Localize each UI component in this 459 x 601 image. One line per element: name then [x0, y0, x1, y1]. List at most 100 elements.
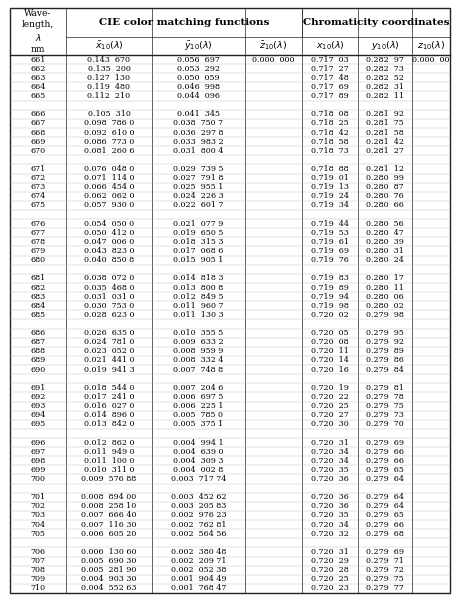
Text: 0.018  544 0: 0.018 544 0: [84, 384, 134, 392]
Text: 0.279  64: 0.279 64: [365, 475, 403, 483]
Text: 681: 681: [30, 275, 45, 282]
Text: 0.011  130 3: 0.011 130 3: [173, 311, 224, 319]
Text: 0.719  89: 0.719 89: [310, 284, 348, 291]
Text: 0.135  200: 0.135 200: [87, 65, 130, 73]
Text: 0.105  310: 0.105 310: [87, 110, 130, 118]
Text: 0.719  94: 0.719 94: [310, 293, 348, 300]
Text: 0.719  44: 0.719 44: [310, 220, 348, 228]
Text: 0.279  72: 0.279 72: [365, 566, 403, 574]
Text: 0.720  14: 0.720 14: [310, 356, 348, 364]
Text: 0.002  380 48: 0.002 380 48: [170, 548, 226, 556]
Text: 0.007  204 6: 0.007 204 6: [173, 384, 223, 392]
Text: 708: 708: [30, 566, 45, 574]
Text: 0.040  850 8: 0.040 850 8: [84, 256, 134, 264]
Text: 695: 695: [30, 420, 45, 429]
Text: 665: 665: [30, 92, 45, 100]
Text: 0.002  762 81: 0.002 762 81: [170, 520, 226, 529]
Text: 0.280  56: 0.280 56: [365, 220, 403, 228]
Text: 0.004  994 1: 0.004 994 1: [173, 439, 224, 447]
Text: 0.006  130 60: 0.006 130 60: [81, 548, 136, 556]
Text: $x_{10}(\lambda)$: $x_{10}(\lambda)$: [315, 40, 344, 52]
Text: 0.081  260 6: 0.081 260 6: [84, 147, 134, 154]
Text: 0.025  955 1: 0.025 955 1: [173, 183, 223, 191]
Text: 0.720  35: 0.720 35: [310, 511, 348, 519]
Text: 0.011  100 0: 0.011 100 0: [84, 457, 134, 465]
Text: 697: 697: [30, 448, 45, 456]
Text: 0.002  209 71: 0.002 209 71: [170, 557, 226, 565]
Text: 0.280  24: 0.280 24: [365, 256, 403, 264]
Text: 0.008  894 00: 0.008 894 00: [81, 493, 136, 501]
Text: $\bar{y}_{10}(\lambda)$: $\bar{y}_{10}(\lambda)$: [184, 40, 213, 52]
Text: 692: 692: [30, 393, 45, 401]
Text: 0.279  68: 0.279 68: [365, 529, 403, 538]
Text: 0.004  552 63: 0.004 552 63: [81, 584, 136, 593]
Text: 0.279  95: 0.279 95: [365, 329, 403, 337]
Text: 0.279  75: 0.279 75: [365, 575, 403, 584]
Text: $z_{10}(\lambda)$: $z_{10}(\lambda)$: [416, 40, 444, 52]
Text: 0.008  332 4: 0.008 332 4: [173, 356, 223, 364]
Text: 0.280  76: 0.280 76: [365, 192, 403, 200]
Text: 0.281  42: 0.281 42: [365, 138, 403, 145]
Text: 0.720  08: 0.720 08: [310, 338, 348, 346]
Text: 671: 671: [30, 165, 45, 173]
Text: 0.002  052 38: 0.002 052 38: [170, 566, 226, 574]
Text: 0.014  896 0: 0.014 896 0: [84, 411, 134, 419]
Text: 0.021  077 9: 0.021 077 9: [173, 220, 223, 228]
Text: 0.035  468 0: 0.035 468 0: [84, 284, 134, 291]
Text: 0.719  24: 0.719 24: [310, 192, 348, 200]
Text: 0.280  39: 0.280 39: [365, 238, 403, 246]
Text: 0.280  11: 0.280 11: [365, 284, 403, 291]
Text: 705: 705: [30, 529, 45, 538]
Text: 0.717  48: 0.717 48: [310, 74, 348, 82]
Text: 0.041  345: 0.041 345: [177, 110, 219, 118]
Text: 0.143  670: 0.143 670: [87, 55, 130, 64]
Text: 0.013  842 0: 0.013 842 0: [84, 420, 134, 429]
Text: 0.017  241 0: 0.017 241 0: [84, 393, 134, 401]
Text: 706: 706: [30, 548, 45, 556]
Text: 0.281  75: 0.281 75: [365, 120, 403, 127]
Text: 0.006  225 1: 0.006 225 1: [173, 402, 223, 410]
Text: 0.720  16: 0.720 16: [310, 365, 348, 374]
Text: 0.010  311 0: 0.010 311 0: [84, 466, 134, 474]
Text: 663: 663: [30, 74, 45, 82]
Text: 709: 709: [30, 575, 45, 584]
Text: 0.007  748 8: 0.007 748 8: [173, 365, 223, 374]
Text: 0.008  959 9: 0.008 959 9: [173, 347, 223, 355]
Text: 0.279  70: 0.279 70: [365, 420, 403, 429]
Text: 0.280  87: 0.280 87: [365, 183, 403, 191]
Text: 0.086  773 0: 0.086 773 0: [84, 138, 134, 145]
Text: 710: 710: [30, 584, 45, 593]
Text: 0.281  92: 0.281 92: [365, 110, 403, 118]
Text: 0.279  66: 0.279 66: [365, 457, 403, 465]
Text: 0.717  27: 0.717 27: [310, 65, 348, 73]
Text: 0.718  73: 0.718 73: [310, 147, 348, 154]
Text: 0.053  292: 0.053 292: [177, 65, 219, 73]
Text: 689: 689: [30, 356, 45, 364]
Text: 0.279  64: 0.279 64: [365, 493, 403, 501]
Text: 0.127  130: 0.127 130: [87, 74, 130, 82]
Text: 0.720  05: 0.720 05: [310, 329, 348, 337]
Text: 0.280  06: 0.280 06: [365, 293, 403, 300]
Text: 0.019  650 5: 0.019 650 5: [173, 229, 223, 237]
Text: 0.031  031 0: 0.031 031 0: [84, 293, 134, 300]
Text: 678: 678: [30, 238, 45, 246]
Text: 0.013  800 8: 0.013 800 8: [173, 284, 223, 291]
Text: 0.030  753 0: 0.030 753 0: [84, 302, 134, 310]
Text: 702: 702: [30, 502, 45, 510]
Text: 0.282  97: 0.282 97: [365, 55, 403, 64]
Text: 0.076  048 0: 0.076 048 0: [84, 165, 134, 173]
Text: 0.719  01: 0.719 01: [310, 174, 348, 182]
Text: 0.720  27: 0.720 27: [310, 411, 348, 419]
Text: 0.280  47: 0.280 47: [365, 229, 403, 237]
Text: 0.046  998: 0.046 998: [177, 83, 219, 91]
Text: 661: 661: [30, 55, 45, 64]
Text: 0.027  791 8: 0.027 791 8: [173, 174, 223, 182]
Text: 684: 684: [30, 302, 45, 310]
Text: 0.717  89: 0.717 89: [310, 92, 348, 100]
Text: 0.719  53: 0.719 53: [310, 229, 348, 237]
Text: 669: 669: [30, 138, 45, 145]
Text: 0.010  355 5: 0.010 355 5: [173, 329, 223, 337]
Text: 0.279  75: 0.279 75: [365, 402, 403, 410]
Text: 688: 688: [30, 347, 45, 355]
Text: 674: 674: [30, 192, 45, 200]
